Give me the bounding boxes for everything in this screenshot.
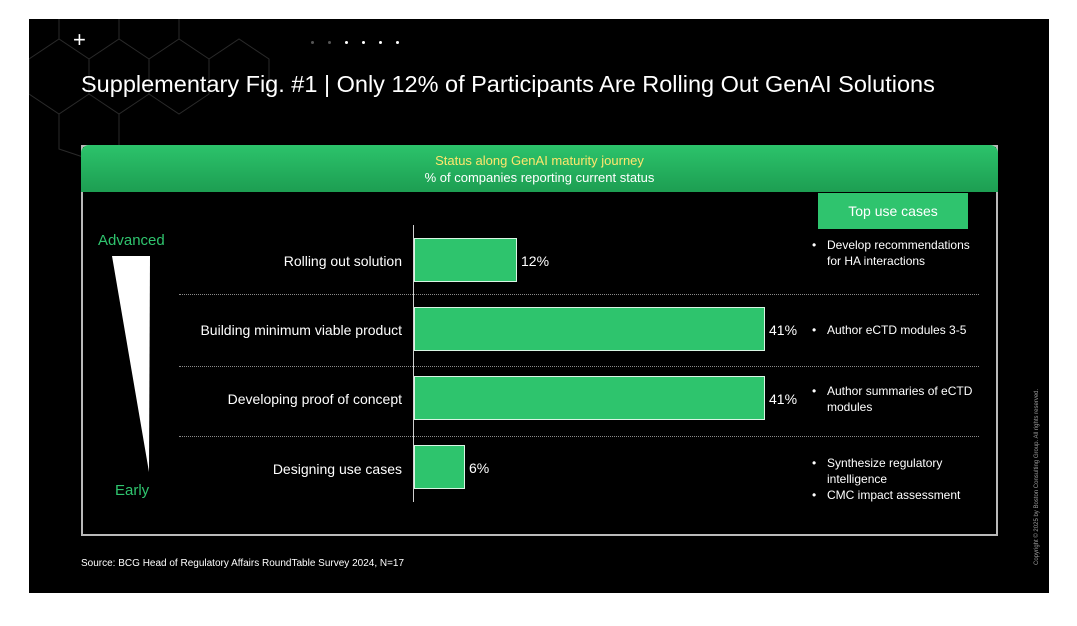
progress-dots [311, 41, 399, 44]
use-case-item: Develop recommendations for HA interacti… [812, 237, 982, 269]
chart-header: Status along GenAI maturity journey % of… [81, 145, 998, 192]
bar [414, 238, 517, 282]
hex-pattern-decoration [29, 19, 270, 159]
scale-top-label: Advanced [98, 232, 165, 249]
row-divider [179, 294, 979, 295]
chart-axis [413, 225, 414, 502]
use-case-list: Develop recommendations for HA interacti… [812, 237, 982, 269]
bar [414, 307, 765, 351]
slide: + Supplementary Fig. #1 | Only 12% of Pa… [29, 19, 1049, 593]
page-title: Supplementary Fig. #1 | Only 12% of Part… [81, 71, 935, 97]
use-case-item: Author summaries of eCTD modules [812, 383, 982, 415]
use-case-list: Author summaries of eCTD modules [812, 383, 982, 415]
bar-value-label: 12% [521, 253, 550, 269]
bar [414, 445, 465, 489]
plus-icon: + [73, 27, 86, 52]
category-label: Rolling out solution [283, 253, 402, 269]
scale-bottom-label: Early [115, 482, 150, 499]
use-case-item: Author eCTD modules 3-5 [812, 322, 982, 338]
chart-header-title: Status along GenAI maturity journey [435, 153, 644, 168]
bar-value-label: 41% [769, 391, 798, 407]
row-divider [179, 436, 979, 437]
use-case-list: Author eCTD modules 3-5 [812, 322, 982, 338]
bar-value-label: 41% [769, 322, 798, 338]
chart-header-subtitle: % of companies reporting current status [424, 170, 655, 185]
category-label: Designing use cases [272, 461, 402, 477]
top-use-cases-header: Top use cases [818, 193, 968, 229]
copyright-note: Copyright © 2025 by Boston Consulting Gr… [1034, 388, 1040, 565]
row-divider [179, 366, 979, 367]
use-case-item: Synthesize regulatory intelligence [812, 455, 982, 487]
category-label: Developing proof of concept [227, 391, 402, 407]
bar-value-label: 6% [469, 460, 490, 476]
bar [414, 376, 765, 420]
source-note: Source: BCG Head of Regulatory Affairs R… [81, 558, 405, 569]
maturity-wedge [112, 256, 150, 472]
category-label: Building minimum viable product [200, 322, 402, 338]
use-case-list: Synthesize regulatory intelligence CMC i… [812, 455, 982, 503]
use-case-item: CMC impact assessment [812, 487, 982, 503]
